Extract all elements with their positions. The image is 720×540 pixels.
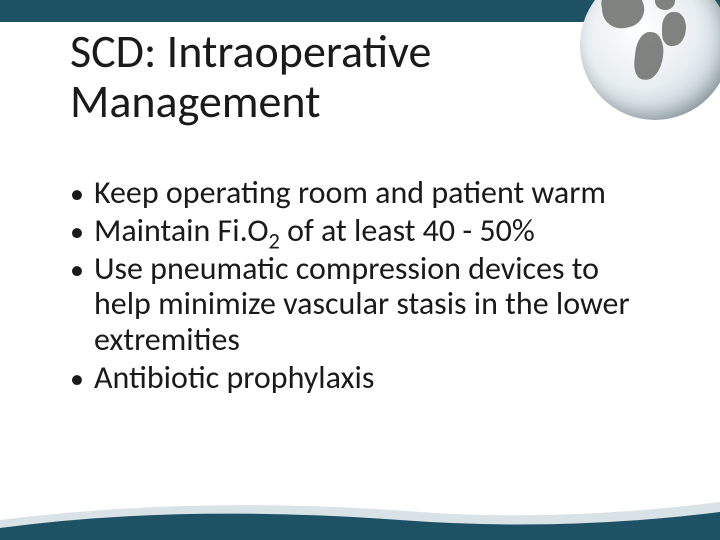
bullet-dot-icon: • xyxy=(70,177,84,211)
bullet-item: • Maintain Fi.O2 of at least 40 - 50% xyxy=(70,213,630,249)
bullet-text: Antibiotic prophylaxis xyxy=(94,360,630,396)
bullet-dot-icon: • xyxy=(70,215,84,249)
bullet-dot-icon: • xyxy=(70,362,84,396)
slide-title: SCD: Intraoperative Management xyxy=(70,28,590,127)
bullet-text: Maintain Fi.O2 of at least 40 - 50% xyxy=(94,213,630,249)
bullet-item: • Use pneumatic compression devices to h… xyxy=(70,251,630,358)
bullet-item: • Antibiotic prophylaxis xyxy=(70,360,630,396)
bullet-dot-icon: • xyxy=(70,253,84,287)
slide-title-block: SCD: Intraoperative Management xyxy=(70,28,590,127)
bullet-text: Keep operating room and patient warm xyxy=(94,175,630,211)
bullet-item: • Keep operating room and patient warm xyxy=(70,175,630,211)
footer-swoosh xyxy=(0,490,720,540)
bullet-text: Use pneumatic compression devices to hel… xyxy=(94,251,630,358)
bullet-list: • Keep operating room and patient warm •… xyxy=(70,175,630,398)
